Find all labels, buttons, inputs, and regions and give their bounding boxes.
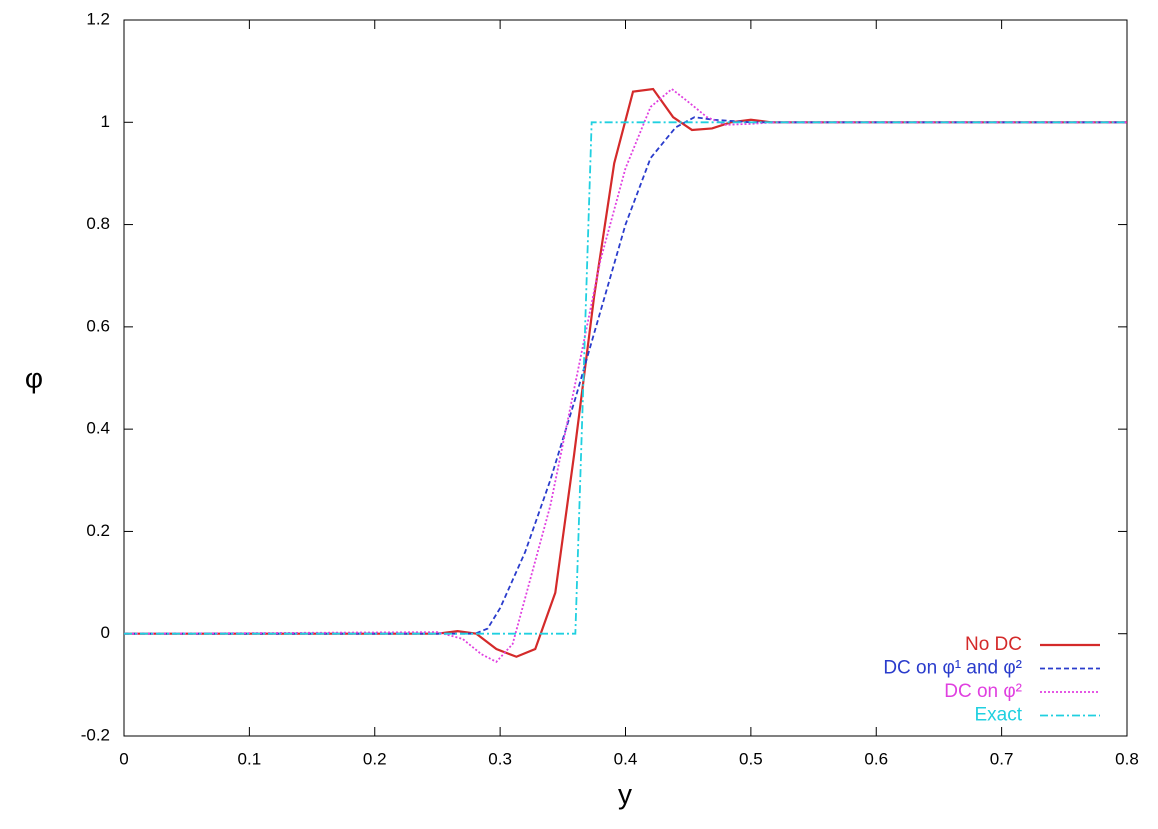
series-line xyxy=(124,116,1127,635)
x-tick-label: 0 xyxy=(119,749,128,768)
legend-label: DC on φ² xyxy=(944,681,1022,702)
y-tick-label: 0.4 xyxy=(86,419,110,438)
y-tick-label: 1.2 xyxy=(86,9,110,28)
plot-frame xyxy=(123,19,1128,737)
series-line xyxy=(124,87,1127,658)
x-tick-label: 0.2 xyxy=(363,749,387,768)
y-tick-label: 0.8 xyxy=(86,214,110,233)
y-tick-label: -0.2 xyxy=(81,725,110,744)
legend-label: Exact xyxy=(974,705,1022,726)
y-tick-label: 0.6 xyxy=(86,316,110,335)
x-tick-label: 0.3 xyxy=(488,749,512,768)
x-tick-label: 0.7 xyxy=(990,749,1014,768)
y-tick-label: 0 xyxy=(101,623,110,642)
x-tick-label: 0.6 xyxy=(864,749,888,768)
legend-label: DC on φ¹ and φ² xyxy=(883,658,1022,679)
y-tick-label: 1 xyxy=(101,112,110,131)
x-tick-label: 0.5 xyxy=(739,749,763,768)
series-line xyxy=(123,87,1127,663)
legend-label: No DC xyxy=(965,634,1022,655)
x-tick-label: 0.4 xyxy=(614,749,638,768)
x-tick-label: 0.1 xyxy=(238,749,262,768)
y-axis-label: φ xyxy=(25,362,43,393)
series-line xyxy=(124,121,1127,635)
x-tick-label: 0.8 xyxy=(1115,749,1139,768)
x-axis-label: y xyxy=(618,778,632,809)
y-tick-label: 0.2 xyxy=(86,521,110,540)
